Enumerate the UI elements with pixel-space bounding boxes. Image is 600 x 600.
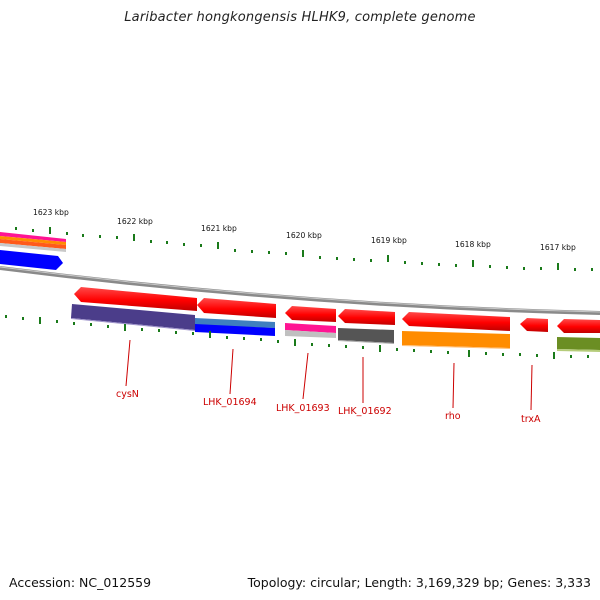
- purple-band: [71, 304, 195, 330]
- silver-band: [285, 330, 336, 338]
- gene-arrow-LHK_01692[interactable]: [338, 309, 395, 325]
- orange-band: [402, 331, 510, 348]
- ruler-ticks-lower: [5, 315, 589, 359]
- label-leaders: [125, 339, 533, 411]
- ruler-label: 1619 kbp: [371, 236, 407, 245]
- gene-label-LHK_01694[interactable]: LHK_01694: [203, 397, 257, 408]
- darkgray-band: [338, 328, 394, 343]
- ruler-labels: 1623 kbp 1622 kbp 1621 kbp 1620 kbp 1619…: [33, 208, 576, 252]
- accession-text: Accession: NC_012559: [9, 575, 152, 590]
- ruler-label: 1618 kbp: [455, 240, 491, 249]
- ruler-ticks-upper: [15, 227, 593, 271]
- gene-arrow-LHK_01694[interactable]: [197, 298, 276, 318]
- olive-band: [557, 337, 600, 350]
- blue-gene-arrow-outer[interactable]: [0, 250, 63, 270]
- gene-arrow-cysN[interactable]: [74, 287, 197, 311]
- ruler-label: 1620 kbp: [286, 231, 322, 240]
- gene-arrow-rho[interactable]: [402, 312, 510, 331]
- ruler-label: 1621 kbp: [201, 224, 237, 233]
- genome-backbone: [0, 266, 600, 315]
- gene-arrow-LHK_01693[interactable]: [285, 306, 336, 322]
- forward-genes: [74, 287, 600, 333]
- inner-feature-bands: [71, 304, 600, 352]
- map-title: Laribacter hongkongensis HLHK9, complete…: [124, 10, 476, 25]
- outer-feature-stack: [0, 232, 66, 252]
- gene-label-LHK_01692[interactable]: LHK_01692: [338, 406, 392, 417]
- gene-arrow-next[interactable]: [557, 319, 600, 333]
- ruler-label: 1617 kbp: [540, 243, 576, 252]
- ruler-label: 1622 kbp: [117, 217, 153, 226]
- magenta-band: [285, 323, 336, 333]
- blue-band: [195, 324, 275, 336]
- gene-label-LHK_01693[interactable]: LHK_01693: [276, 403, 330, 414]
- gene-label-cysN[interactable]: cysN: [116, 389, 139, 400]
- ruler-label: 1623 kbp: [33, 208, 69, 217]
- gene-label-trxA[interactable]: trxA: [521, 414, 541, 425]
- gene-arrow-trxA[interactable]: [520, 318, 548, 332]
- gene-label-rho[interactable]: rho: [445, 411, 461, 422]
- genome-summary-text: Topology: circular; Length: 3,169,329 bp…: [247, 575, 591, 590]
- gene-labels: cysN LHK_01694 LHK_01693 LHK_01692 rho t…: [116, 389, 541, 425]
